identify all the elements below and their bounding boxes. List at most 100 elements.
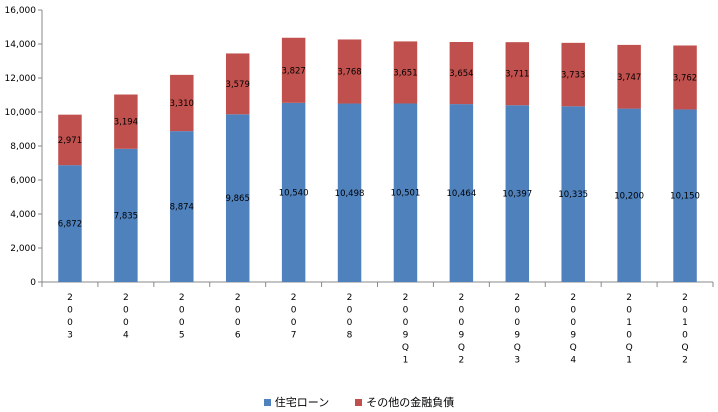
x-tick-label: Q <box>626 343 633 353</box>
data-label-other-liabilities: 3,579 <box>226 80 250 90</box>
legend-label-other-liabilities: その他の金融負債 <box>366 396 455 409</box>
x-tick-label: 9 <box>403 331 409 341</box>
x-tick-label: 0 <box>347 306 353 316</box>
x-tick-label: 2 <box>403 293 409 303</box>
x-tick-label: 0 <box>459 318 465 328</box>
data-label-housing-loan: 10,150 <box>670 192 700 202</box>
x-tick-label: 0 <box>459 306 465 316</box>
x-tick-label: 0 <box>291 318 297 328</box>
x-tick-label: 0 <box>514 306 520 316</box>
data-label-housing-loan: 8,874 <box>170 203 194 213</box>
x-tick-label: 0 <box>123 318 129 328</box>
x-tick-label: 0 <box>570 306 576 316</box>
x-tick-label: 0 <box>67 318 73 328</box>
data-label-housing-loan: 10,540 <box>279 188 309 198</box>
x-tick-label: 2 <box>347 293 353 303</box>
bar-housing-loan <box>281 102 306 282</box>
bar-housing-loan <box>561 106 585 283</box>
x-tick-label: 4 <box>123 331 129 341</box>
bar-other-liabilities <box>673 45 697 110</box>
y-tick-label: 12,000 <box>5 74 37 84</box>
data-label-other-liabilities: 3,711 <box>505 70 529 80</box>
x-tick-label: 1 <box>626 356 632 366</box>
x-tick-label: 2 <box>291 293 297 303</box>
y-tick-label: 0 <box>30 278 36 288</box>
legend-item-housing-loan: 住宅ローン <box>263 394 329 410</box>
x-tick-label: 9 <box>570 331 576 341</box>
legend-swatch-other-liabilities <box>355 398 363 406</box>
y-tick-label: 2,000 <box>10 244 36 254</box>
data-label-housing-loan: 10,397 <box>502 190 532 200</box>
data-label-housing-loan: 6,872 <box>58 220 82 230</box>
x-tick-label: 2 <box>459 356 465 366</box>
x-tick-label: 0 <box>682 331 688 341</box>
bar-housing-loan <box>393 103 418 282</box>
x-tick-label: 0 <box>235 318 241 328</box>
x-tick-label: 9 <box>459 331 465 341</box>
data-label-other-liabilities: 3,310 <box>170 99 194 109</box>
data-label-housing-loan: 10,498 <box>335 189 365 199</box>
x-tick-label: 3 <box>67 331 73 341</box>
bar-housing-loan <box>449 104 474 282</box>
y-tick-label: 6,000 <box>10 176 36 186</box>
bar-housing-loan <box>505 105 530 282</box>
x-tick-label: Q <box>570 343 577 353</box>
x-tick-label: 2 <box>235 293 241 303</box>
bar-other-liabilities <box>170 74 194 132</box>
data-label-other-liabilities: 2,971 <box>58 136 82 146</box>
bar-other-liabilities <box>617 44 641 109</box>
legend: 住宅ローン その他の金融負債 <box>0 394 718 410</box>
x-tick-label: 0 <box>67 306 73 316</box>
x-tick-label: 0 <box>235 306 241 316</box>
bar-other-liabilities <box>561 42 585 107</box>
legend-swatch-housing-loan <box>263 398 271 406</box>
x-tick-label: 0 <box>403 318 409 328</box>
x-tick-label: 8 <box>347 331 353 341</box>
x-tick-label: 2 <box>123 293 129 303</box>
bar-housing-loan <box>673 109 697 282</box>
x-tick-label: 6 <box>235 331 241 341</box>
x-tick-label: 0 <box>682 306 688 316</box>
bar-other-liabilities <box>114 94 138 149</box>
x-tick-label: 7 <box>291 331 297 341</box>
x-tick-label: 0 <box>626 306 632 316</box>
x-tick-label: 5 <box>179 331 185 341</box>
bar-other-liabilities <box>505 42 530 106</box>
data-label-housing-loan: 10,464 <box>447 189 477 199</box>
bar-other-liabilities <box>337 39 362 104</box>
x-tick-label: 0 <box>179 306 185 316</box>
data-label-other-liabilities: 3,747 <box>617 73 641 83</box>
x-tick-label: 0 <box>123 306 129 316</box>
data-label-other-liabilities: 3,733 <box>561 71 585 81</box>
bar-housing-loan <box>58 165 82 282</box>
x-tick-label: 0 <box>570 318 576 328</box>
x-tick-label: 0 <box>179 318 185 328</box>
y-tick-label: 8,000 <box>10 142 36 152</box>
bar-other-liabilities <box>225 53 250 115</box>
x-tick-label: 2 <box>459 293 465 303</box>
data-label-other-liabilities: 3,768 <box>337 68 361 78</box>
x-tick-label: 2 <box>514 293 520 303</box>
x-tick-label: 0 <box>514 318 520 328</box>
legend-item-other-liabilities: その他の金融負債 <box>355 394 454 410</box>
x-tick-label: 1 <box>682 318 688 328</box>
data-label-other-liabilities: 3,762 <box>673 73 697 83</box>
x-tick-label: 3 <box>514 356 520 366</box>
data-label-other-liabilities: 3,827 <box>281 66 305 76</box>
x-tick-label: Q <box>514 343 521 353</box>
x-tick-label: 9 <box>514 331 520 341</box>
x-tick-label: Q <box>402 343 409 353</box>
x-tick-label: 0 <box>403 306 409 316</box>
x-tick-label: 1 <box>403 356 409 366</box>
bar-housing-loan <box>617 108 641 282</box>
data-label-housing-loan: 10,501 <box>391 189 421 199</box>
x-tick-label: 2 <box>570 293 576 303</box>
y-tick-label: 10,000 <box>5 108 37 118</box>
y-tick-label: 4,000 <box>10 210 36 220</box>
x-tick-label: 0 <box>291 306 297 316</box>
x-tick-label: 2 <box>626 293 632 303</box>
bar-other-liabilities <box>449 41 474 105</box>
data-label-housing-loan: 10,200 <box>614 191 644 201</box>
data-label-other-liabilities: 3,654 <box>449 69 473 79</box>
